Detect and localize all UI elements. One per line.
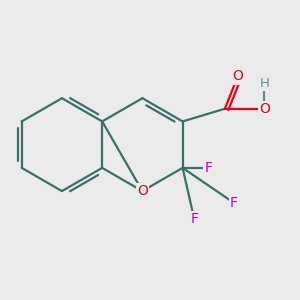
Text: F: F xyxy=(204,161,212,175)
Text: F: F xyxy=(190,212,198,226)
Text: O: O xyxy=(259,102,270,116)
Text: F: F xyxy=(230,196,238,210)
Text: O: O xyxy=(137,184,148,198)
Text: H: H xyxy=(260,77,269,90)
Text: O: O xyxy=(232,69,243,83)
